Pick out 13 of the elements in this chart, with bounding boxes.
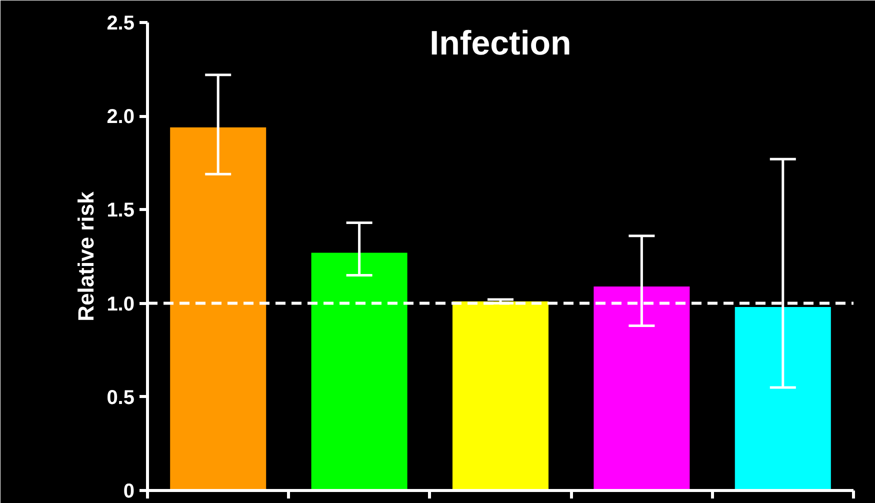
y-tick-label: 1.0: [106, 293, 135, 316]
y-tick-label: 0.5: [106, 386, 135, 409]
chart-title: Infection: [430, 24, 572, 62]
y-tick-label: 2.0: [106, 106, 135, 128]
bar: [170, 127, 266, 490]
bar: [452, 301, 549, 490]
y-tick-label: 2.5: [106, 12, 135, 34]
bar: [311, 252, 408, 490]
y-axis-title: Relative risk: [74, 190, 99, 322]
bar: [734, 307, 831, 490]
y-tick-label: 0: [123, 480, 134, 502]
y-tick-label: 1.5: [106, 200, 135, 222]
bar: [594, 286, 690, 490]
